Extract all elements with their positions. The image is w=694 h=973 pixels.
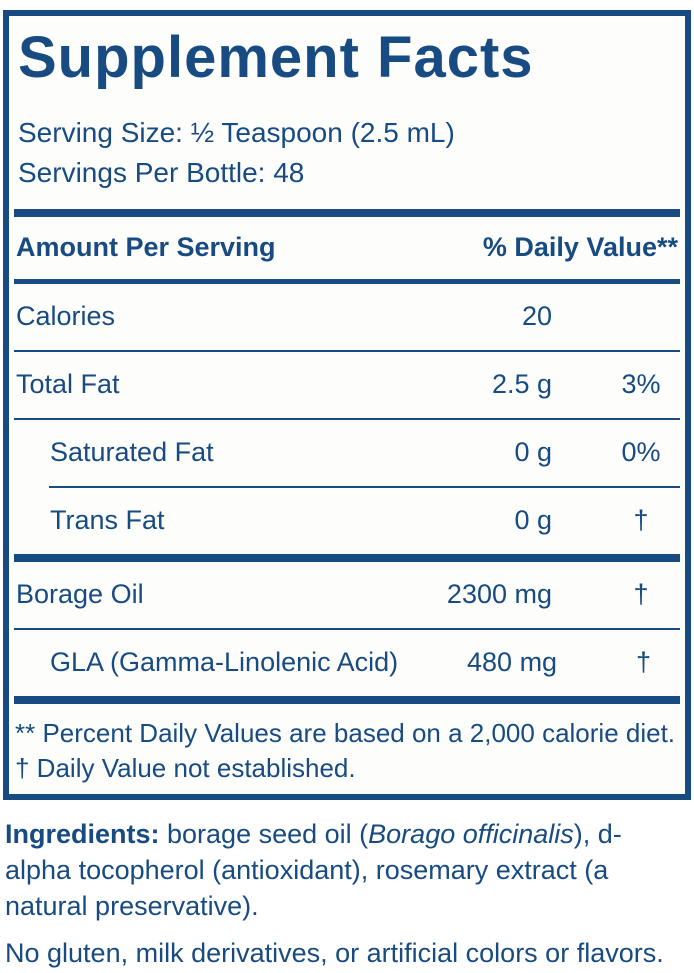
allergen-statement: No gluten, milk derivatives, or artifici… (5, 937, 664, 968)
nutrient-daily-value: † (633, 579, 649, 610)
nutrient-name: Calories (16, 301, 116, 332)
row-divider (49, 485, 680, 488)
nutrient-daily-value: 0% (621, 437, 661, 468)
nutrient-rows: Calories 20 Total Fat 2.5 g 3% Saturated… (14, 284, 680, 704)
amount-per-serving-header: Amount Per Serving (16, 232, 276, 263)
row-divider (14, 417, 680, 420)
servings-per-bottle: Servings Per Bottle: 48 (18, 156, 305, 188)
nutrient-daily-value: 3% (621, 369, 661, 400)
nutrient-name: GLA (Gamma-Linolenic Acid) (50, 647, 399, 678)
nutrient-amount: 0 g (514, 505, 552, 536)
top-separator-bar (14, 208, 680, 217)
nutrient-name: Saturated Fat (50, 437, 214, 468)
ingredients-text-part: ), d-alpha tocopherol (antioxidant), ros… (5, 818, 622, 921)
nutrient-name: Borage Oil (16, 579, 144, 610)
serving-size: Serving Size: ½ Teaspoon (2.5 mL) (18, 116, 455, 148)
row-divider (14, 627, 680, 630)
nutrient-amount: 2.5 g (491, 369, 552, 400)
nutrient-amount: 480 mg (467, 647, 558, 678)
ingredients-text-part: Ingredients: (5, 818, 168, 849)
thick-separator-bar (14, 695, 680, 704)
nutrient-row: Trans Fat 0 g † (14, 488, 680, 554)
ingredients-text-part: Borago officinalis (368, 818, 574, 849)
nutrient-amount: 20 (521, 301, 552, 332)
nutrient-amount: 2300 mg (446, 579, 552, 610)
ingredients-paragraph: Ingredients: borage seed oil (Borago off… (5, 816, 687, 924)
nutrient-row: GLA (Gamma-Linolenic Acid) 480 mg † (14, 630, 680, 696)
ingredients-text-part: borage seed oil ( (167, 818, 369, 849)
footnote-daily-value-not-established: † Daily Value not established. (15, 752, 356, 783)
footnotes: ** Percent Daily Values are based on a 2… (15, 716, 680, 786)
nutrient-row: Calories 20 (14, 284, 680, 350)
nutrient-daily-value: † (636, 647, 652, 678)
nutrient-row: Borage Oil 2300 mg † (14, 562, 680, 628)
header-rule (14, 278, 680, 284)
daily-value-header: % Daily Value** (482, 232, 678, 263)
footnote-percent-daily-value: ** Percent Daily Values are based on a 2… (15, 717, 676, 748)
panel-title: Supplement Facts (18, 25, 534, 90)
column-header-row: Amount Per Serving % Daily Value** (14, 217, 680, 279)
thick-separator-bar (14, 553, 680, 562)
nutrient-name: Trans Fat (50, 505, 165, 536)
nutrient-row: Saturated Fat 0 g 0% (14, 420, 680, 486)
row-divider (14, 349, 680, 352)
supplement-facts-panel: Supplement Facts Serving Size: ½ Teaspoo… (3, 10, 691, 800)
nutrient-row: Total Fat 2.5 g 3% (14, 352, 680, 418)
nutrient-amount: 0 g (514, 437, 552, 468)
serving-info: Serving Size: ½ Teaspoon (2.5 mL) Servin… (18, 113, 680, 193)
nutrient-name: Total Fat (16, 369, 120, 400)
nutrient-daily-value: † (633, 505, 649, 536)
